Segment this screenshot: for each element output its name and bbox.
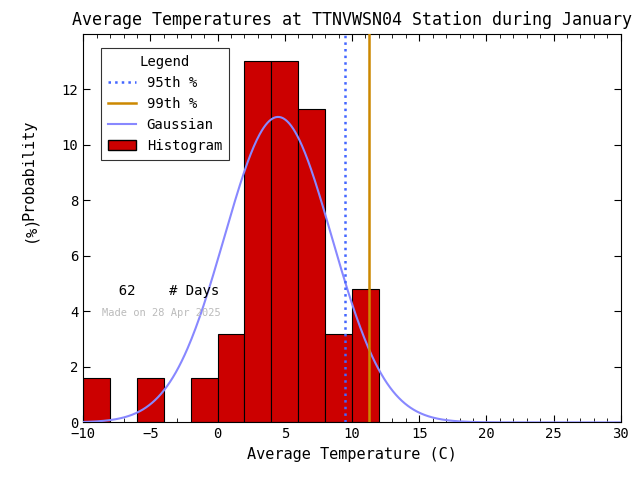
Bar [298, 108, 325, 422]
Bar [352, 289, 379, 422]
Text: Made on 28 Apr 2025: Made on 28 Apr 2025 [102, 308, 221, 318]
Text: 62    # Days: 62 # Days [102, 284, 220, 299]
Bar [244, 61, 271, 422]
Bar [83, 378, 110, 422]
Bar [218, 334, 244, 422]
Text: Probability: Probability [22, 120, 37, 220]
Bar [191, 378, 218, 422]
Bar [271, 61, 298, 422]
Title: Average Temperatures at TTNVWSN04 Station during January: Average Temperatures at TTNVWSN04 Statio… [72, 11, 632, 29]
Legend: 95th %, 99th %, Gaussian, Histogram: 95th %, 99th %, Gaussian, Histogram [101, 48, 229, 160]
Text: (%): (%) [22, 214, 37, 242]
Bar [325, 334, 352, 422]
Bar [137, 378, 164, 422]
X-axis label: Average Temperature (C): Average Temperature (C) [247, 447, 457, 462]
